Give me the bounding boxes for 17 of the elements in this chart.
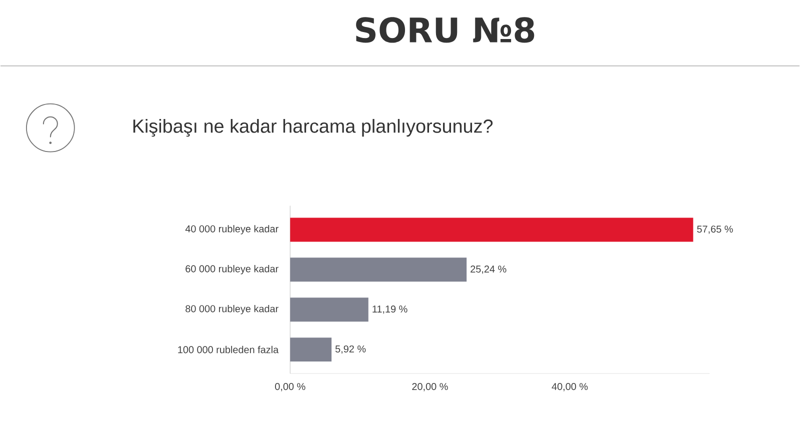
y-tick-label: 40 000 rubleye kadar xyxy=(185,224,278,234)
chart-title: SORU №8 xyxy=(356,16,534,43)
x-tick-label: 20,00 % xyxy=(412,382,448,392)
y-tick-label: 60 000 rubleye kadar xyxy=(186,264,278,274)
bar xyxy=(290,257,467,282)
data-label: 5,92 % xyxy=(335,345,366,354)
data-label: 11,19 % xyxy=(372,305,408,314)
y-tick-label: 80 000 rubleye kadar xyxy=(186,304,278,314)
data-label: 57,65 % xyxy=(697,225,733,234)
chart-subtitle: Kişibaşı ne kadar harcama planlıyorsunuz? xyxy=(133,118,493,136)
y-tick-label: 100 000 rubleden fazla xyxy=(178,346,279,353)
data-label: 25,24 % xyxy=(470,265,506,274)
x-tick-label: 40,00 % xyxy=(552,382,588,392)
bar xyxy=(290,297,368,322)
bar xyxy=(290,218,694,242)
bar xyxy=(290,337,332,362)
x-tick-label: 0,00 % xyxy=(275,382,306,392)
